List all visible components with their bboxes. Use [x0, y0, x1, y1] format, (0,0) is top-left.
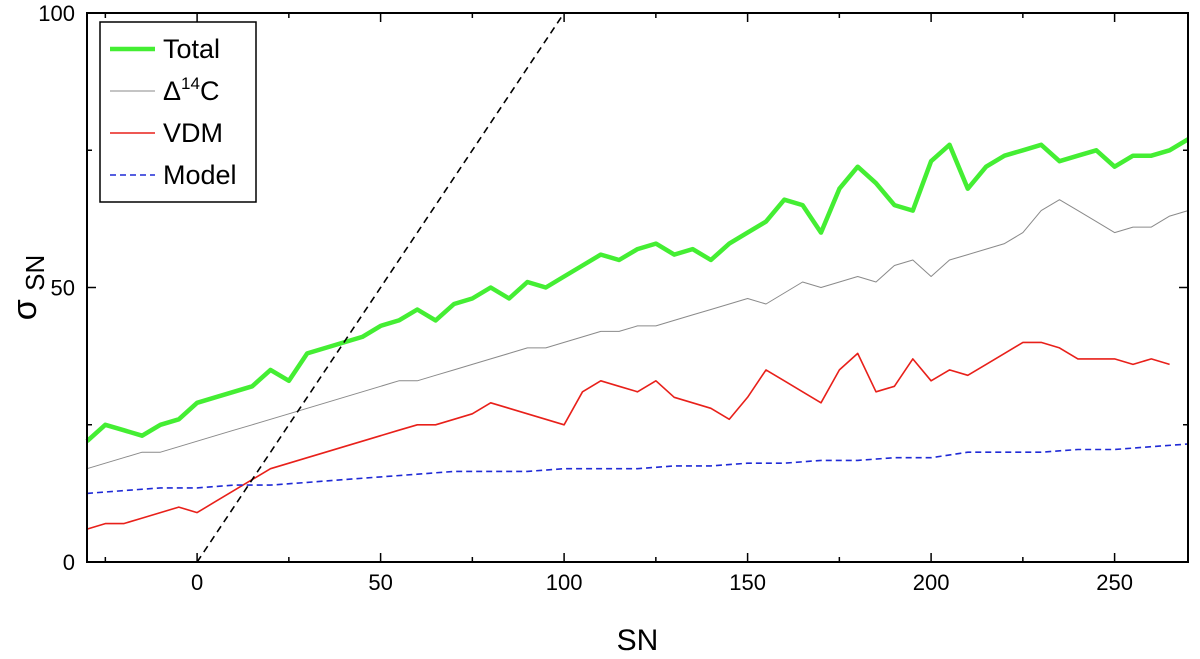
legend-label-3: Model [163, 160, 237, 190]
x-tick-label: 100 [546, 570, 583, 595]
axis-ticks: 0 50 100 150 200 250 0 50 100 [38, 1, 1188, 595]
legend-label-suffix: C [200, 76, 220, 106]
y-tick-label: 50 [51, 276, 75, 301]
reference-line [196, 12, 565, 563]
legend-box [99, 21, 257, 203]
y-axis-title-subscript: SN [20, 255, 50, 291]
legend-label-main: Total [163, 34, 220, 64]
legend-label-main: Δ [163, 76, 181, 106]
series-line-3 [86, 443, 1189, 495]
legend-label-superscript: 14 [181, 74, 200, 93]
x-tick-label: 250 [1096, 570, 1133, 595]
legend-label-1: Δ14C [163, 74, 219, 106]
x-tick-label: 150 [729, 570, 766, 595]
series-layer [85, 12, 1190, 563]
legend-label-main: VDM [163, 118, 223, 148]
x-tick-label: 50 [368, 570, 392, 595]
legend: Total Δ14C VDM Model [99, 21, 257, 203]
y-tick-label: 0 [63, 550, 75, 575]
series-line-0 [85, 137, 1190, 443]
x-axis-title: SN [617, 624, 659, 657]
legend-label-2: VDM [163, 118, 223, 148]
y-axis-title-main: σ [6, 299, 44, 320]
x-tick-label: 200 [913, 570, 950, 595]
x-tick-label: 0 [191, 570, 203, 595]
legend-label-0: Total [163, 34, 220, 64]
y-tick-label: 100 [38, 1, 75, 26]
series-line-2 [86, 341, 1170, 530]
legend-label-main: Model [163, 160, 237, 190]
series-line-1 [86, 199, 1189, 470]
y-axis-title: σ SN [6, 255, 50, 320]
